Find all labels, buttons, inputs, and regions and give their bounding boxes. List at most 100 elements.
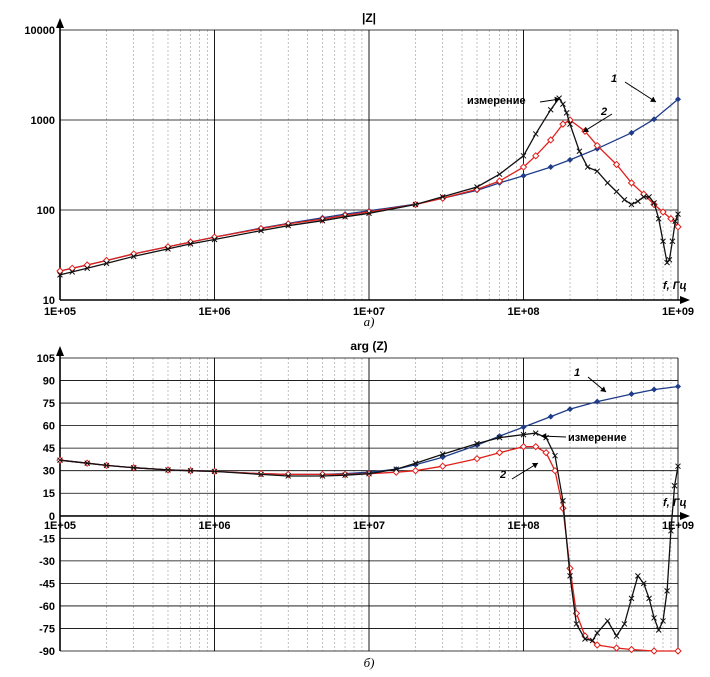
data-point [258, 227, 264, 234]
data-point [628, 595, 635, 602]
data-point [604, 618, 611, 624]
data-point [621, 621, 628, 627]
data-point [560, 101, 566, 108]
impedance-magnitude-chart: 10 100 1000 10000 1E+05 1E+06 1E+07 1E+08 1E+09 |… [24, 11, 694, 329]
data-point [567, 121, 573, 127]
data-point [439, 451, 446, 458]
x-tick-label: 1E+06 [198, 306, 230, 318]
x-tick-label: 1E+07 [353, 520, 385, 532]
series-измерение [57, 430, 681, 644]
y-tick-label: 10 [43, 295, 55, 307]
data-point [675, 211, 681, 217]
y-tick-label: 30 [43, 466, 55, 478]
data-point [285, 222, 292, 229]
data-point [594, 630, 601, 636]
y-axis-arrow [56, 18, 64, 28]
data-point [582, 636, 588, 642]
data-point [532, 131, 539, 137]
data-point [675, 463, 681, 470]
impedance-phase-chart: 105 90 75 60 45 30 15 0 -15 -30 -45 -60 -75 -90 1E+05 1… [37, 339, 694, 670]
data-point [552, 452, 558, 459]
x-axis-unit-label: f, Гц [663, 280, 687, 292]
data-point [675, 96, 681, 103]
data-point [547, 164, 554, 171]
x-axis-arrow [680, 296, 690, 304]
series-line [59, 96, 679, 276]
data-point [655, 627, 662, 633]
data-point [532, 152, 540, 160]
data-point [559, 504, 567, 512]
data-point [187, 241, 194, 247]
data-point [532, 442, 540, 451]
data-point [57, 272, 63, 278]
series-2-label: 2 [499, 469, 506, 481]
data-point [674, 223, 682, 231]
annotation-arrowhead [541, 433, 547, 440]
y-tick-label: -60 [39, 601, 55, 613]
annotation-arrowhead [600, 386, 606, 392]
chart-title: |Z| [362, 11, 376, 25]
data-point [651, 615, 657, 621]
annotation-leader [624, 81, 657, 103]
data-point [594, 398, 601, 405]
data-point [520, 424, 527, 431]
data-point [584, 164, 591, 170]
data-point [393, 466, 400, 473]
data-point [672, 218, 679, 225]
data-point [655, 215, 662, 222]
data-point [342, 472, 348, 479]
data-point [542, 448, 550, 457]
data-point [257, 224, 265, 233]
chart-subtitle: б) [364, 655, 375, 670]
data-point [547, 413, 554, 420]
data-point [651, 200, 657, 206]
data-point [519, 163, 528, 171]
data-point [613, 633, 620, 639]
x-axis-arrow [680, 512, 690, 520]
data-point [103, 260, 110, 267]
data-point [342, 213, 348, 220]
x-axis-unit-label: f, Гц [663, 497, 687, 509]
data-point [187, 467, 194, 474]
data-point [84, 460, 91, 467]
data-point [496, 434, 503, 441]
data-point [593, 641, 601, 649]
x-tick-label: 1E+06 [198, 520, 230, 532]
data-point [546, 136, 555, 144]
y-tick-label: -45 [39, 578, 55, 590]
data-point [496, 171, 503, 178]
x-tick-label: 1E+07 [353, 306, 385, 318]
data-point [473, 454, 481, 463]
annotation-arrowhead [532, 463, 538, 469]
data-point [621, 196, 628, 203]
data-point [651, 386, 658, 393]
data-point [628, 391, 635, 398]
y-axis-arrow [56, 346, 64, 356]
data-point [130, 464, 137, 471]
annotation-arrowhead [583, 126, 589, 132]
data-point [612, 160, 621, 169]
data-point [532, 430, 539, 436]
data-point [319, 217, 326, 224]
annotation-leader [582, 113, 613, 133]
data-point [628, 129, 635, 136]
data-point [439, 193, 446, 200]
data-point [567, 156, 574, 163]
data-point [520, 431, 527, 438]
y-tick-label: 1000 [31, 115, 55, 127]
data-point [660, 618, 666, 624]
data-point [671, 482, 678, 489]
data-point [594, 168, 601, 175]
data-point [589, 637, 596, 644]
data-point [165, 246, 171, 252]
annotation-arrowhead [650, 96, 656, 102]
data-point [664, 588, 670, 594]
data-point [667, 215, 675, 223]
series-1-label: 1 [574, 367, 580, 379]
data-point [576, 148, 583, 155]
data-point [57, 457, 63, 464]
data-point [211, 468, 218, 475]
measurement-label: измерение [568, 432, 627, 444]
measurement-label: измерение [467, 95, 526, 107]
